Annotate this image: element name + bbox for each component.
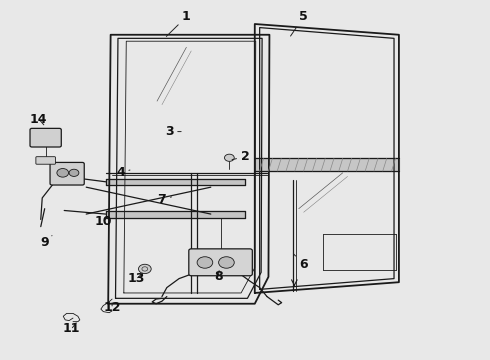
Text: 4: 4 bbox=[116, 166, 130, 179]
Circle shape bbox=[37, 131, 54, 143]
FancyBboxPatch shape bbox=[36, 157, 55, 164]
Text: 9: 9 bbox=[40, 235, 52, 249]
Text: 6: 6 bbox=[294, 254, 308, 271]
Text: 1: 1 bbox=[167, 10, 191, 36]
Text: 14: 14 bbox=[30, 113, 48, 126]
Circle shape bbox=[57, 168, 69, 177]
Circle shape bbox=[69, 169, 79, 176]
Text: 13: 13 bbox=[128, 272, 145, 285]
FancyBboxPatch shape bbox=[189, 249, 252, 276]
Text: 5: 5 bbox=[291, 10, 308, 36]
Text: 11: 11 bbox=[63, 322, 80, 335]
FancyBboxPatch shape bbox=[30, 129, 61, 147]
Circle shape bbox=[219, 257, 234, 268]
Text: 12: 12 bbox=[103, 301, 121, 314]
Text: 10: 10 bbox=[95, 215, 112, 228]
FancyBboxPatch shape bbox=[50, 162, 84, 185]
Text: 7: 7 bbox=[158, 193, 172, 206]
Text: 8: 8 bbox=[214, 270, 222, 283]
Text: 2: 2 bbox=[232, 150, 249, 163]
Circle shape bbox=[197, 257, 213, 268]
Circle shape bbox=[139, 264, 151, 274]
Circle shape bbox=[224, 154, 234, 161]
Text: 3: 3 bbox=[165, 125, 181, 138]
